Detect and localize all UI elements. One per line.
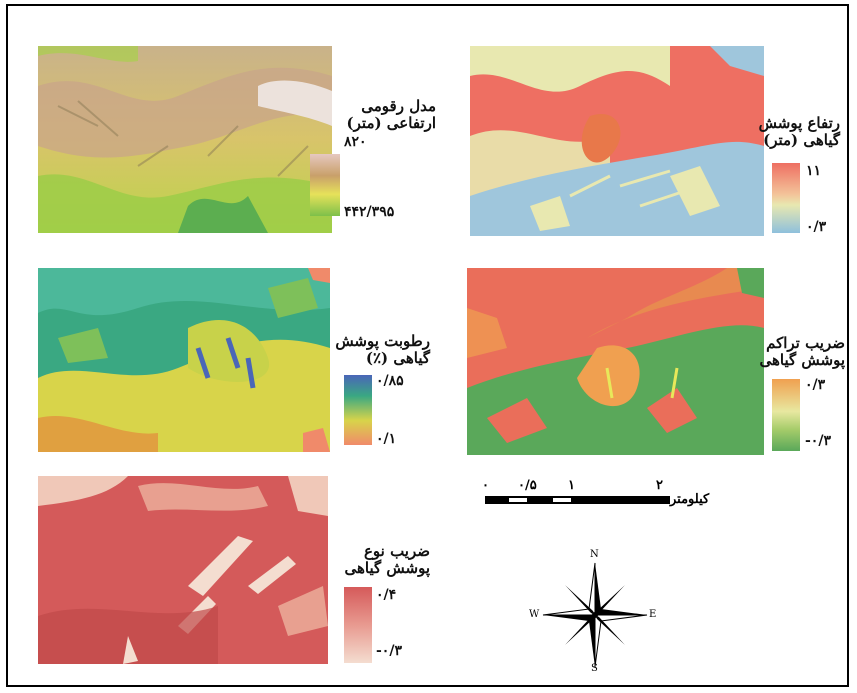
density-ramp [772,379,800,451]
west-label: W [529,609,540,620]
veg-height-legend: رتفاع پوشش گیاهی (متر) ۱۱ ۰/۳ [740,115,840,245]
vegetation-density-map [467,268,764,455]
veg-height-min-label: ۰/۳ [806,219,827,235]
map-frame [6,4,849,687]
scale-bar-graphic [485,496,670,504]
dem-max-label: ۸۲۰ [344,134,367,150]
vegetation-type-map [38,476,328,664]
east-label: E [649,609,657,620]
vegetation-height-map [470,46,764,236]
moisture-ramp [344,375,372,445]
dem-legend-title-1: مدل رقومی [361,97,436,115]
veg-height-ramp [772,163,800,233]
north-label: N [590,549,599,560]
veg-type-max-label: ۰/۴ [376,587,397,603]
veg-height-max-label: ۱۱ [806,163,822,179]
density-legend-title-1: ضریب تراکم [766,334,845,352]
scale-tick-0: ۰ [482,478,489,493]
scale-tick-1: ۱ [568,478,575,493]
moisture-legend: رطوبت پوشش گیاهی (٪) ۰/۸۵ ۰/۱ [310,333,430,453]
scale-tick-half: ۰/۵ [518,478,537,493]
dem-legend: مدل رقومی ارتفاعی (متر) ۸۲۰ ۴۴۲/۳۹۵ [300,98,436,234]
dem-legend-title-2: ارتفاعی (متر) [346,114,436,132]
veg-height-legend-title-1: رتفاع پوشش [758,114,840,132]
compass-rose-icon [542,562,648,668]
north-arrow: N S W E [529,549,657,675]
dem-map [38,46,332,233]
scale-tick-2: ۲ [656,478,663,493]
density-legend-title-2: پوشش گیاهی [759,351,846,369]
dem-min-label: ۴۴۲/۳۹۵ [344,204,395,220]
veg-height-legend-title-2: گیاهی (متر) [763,131,840,149]
south-label: S [591,663,598,674]
scale-bar: ۰ ۰/۵ ۱ ۲ کیلومتر [480,478,740,518]
veg-type-ramp [344,587,372,663]
moisture-legend-title-2: گیاهی (٪) [365,349,430,367]
moisture-min-label: ۰/۱ [376,431,397,447]
veg-type-legend-title-1: ضریب نوع [363,542,430,560]
density-min-label: -۰/۳ [805,433,831,449]
veg-type-legend-title-2: پوشش گیاهی [344,559,431,577]
moisture-max-label: ۰/۸۵ [376,373,404,389]
vegetation-moisture-map [38,268,330,452]
moisture-legend-title-1: رطوبت پوشش [335,332,430,350]
veg-type-legend: ضریب نوع پوشش گیاهی ۰/۴ -۰/۳ [300,543,430,668]
density-max-label: ۰/۳ [805,377,826,393]
scale-unit-label: کیلومتر [670,492,710,507]
density-legend: ضریب تراکم پوشش گیاهی ۰/۳ -۰/۳ [737,335,845,460]
veg-type-min-label: -۰/۳ [376,643,402,659]
dem-ramp [310,154,340,216]
